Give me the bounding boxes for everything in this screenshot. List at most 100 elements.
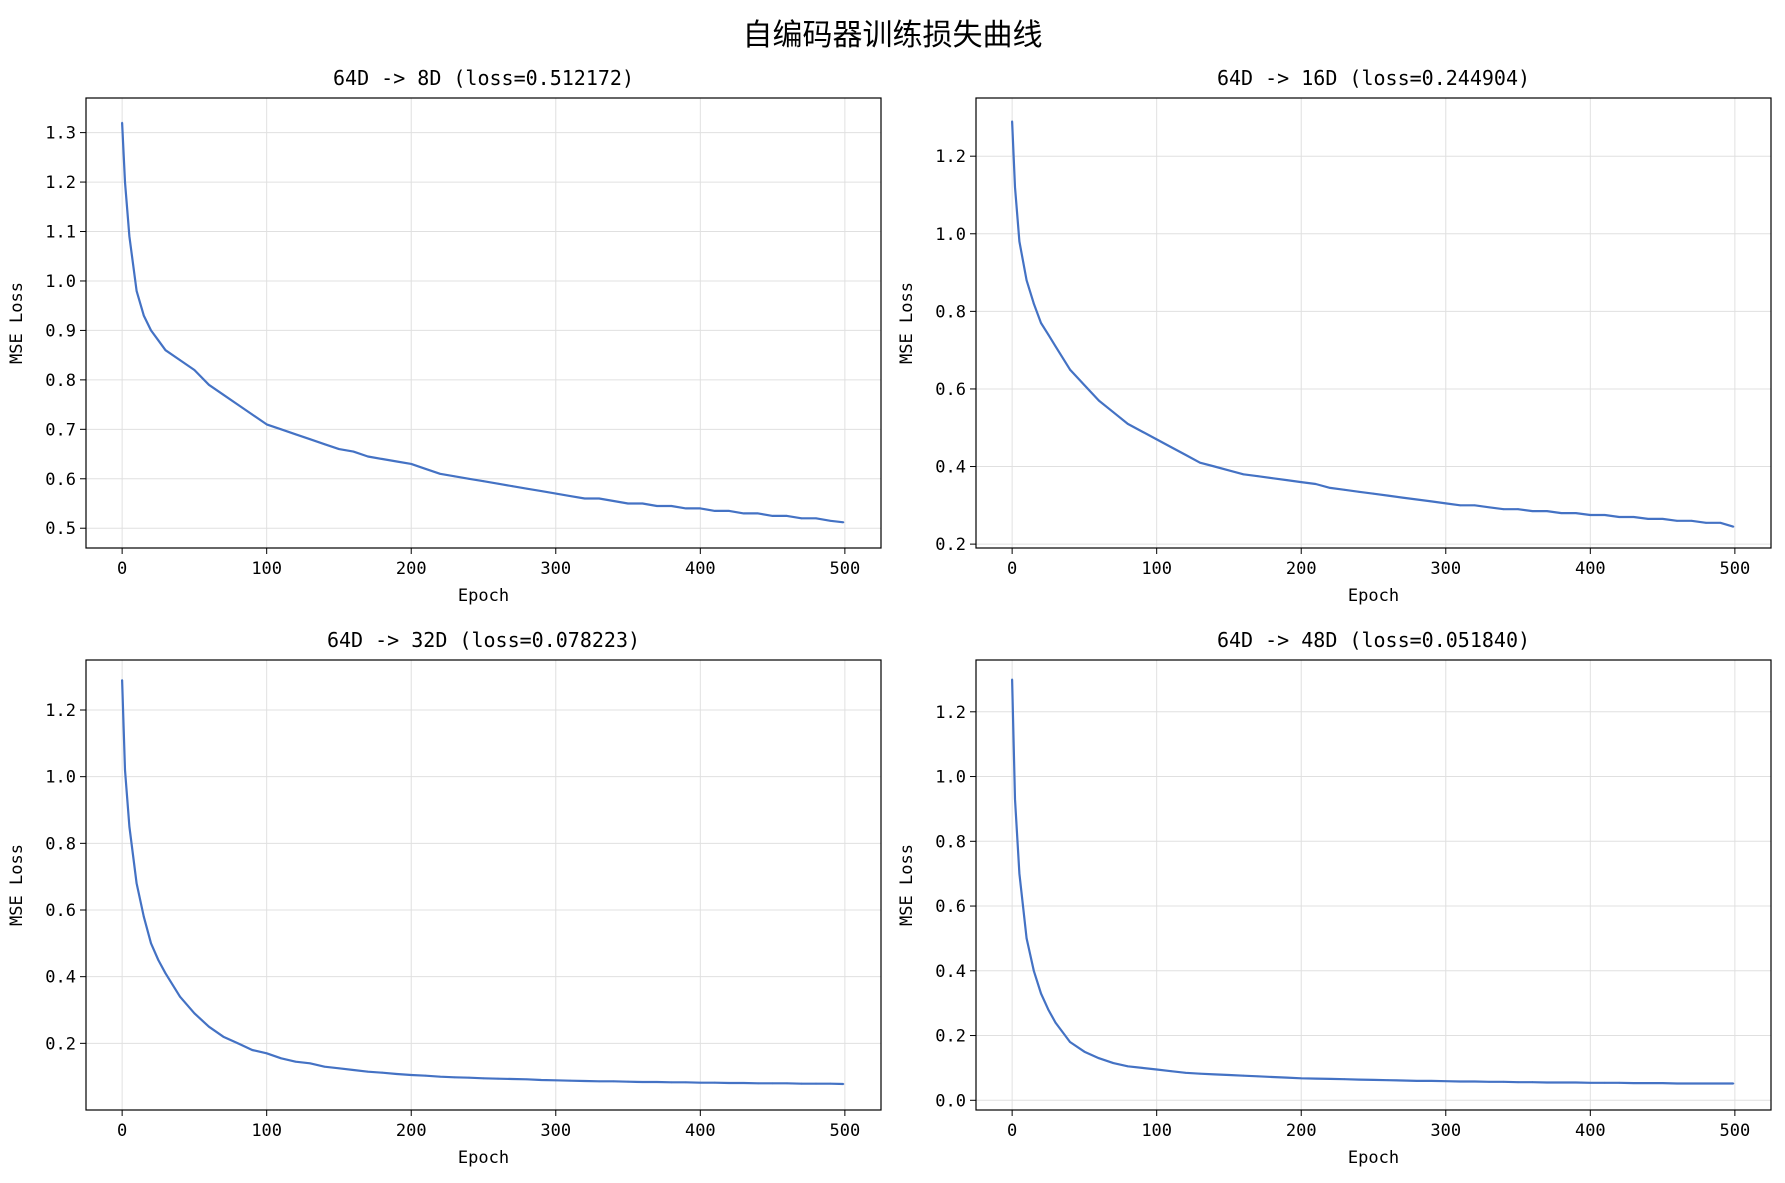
- loss-data-point: [410, 1074, 413, 1076]
- loss-data-point: [1155, 438, 1158, 441]
- loss-data-point: [1618, 1081, 1621, 1084]
- loss-data-point: [439, 472, 441, 475]
- y-tick-label: 0.4: [45, 968, 76, 988]
- loss-data-point: [150, 942, 152, 945]
- x-tick-label: 400: [1575, 1121, 1606, 1141]
- loss-series-line: [121, 679, 844, 1086]
- loss-data-point: [1387, 494, 1389, 497]
- loss-data-point: [1141, 1067, 1144, 1069]
- loss-data-point: [1632, 1082, 1635, 1084]
- loss-data-point: [656, 1081, 658, 1083]
- figure-title: 自编码器训练损失曲线: [742, 18, 1043, 53]
- loss-data-point: [497, 1077, 499, 1080]
- loss-data-point: [157, 339, 160, 342]
- y-tick-label: 1.0: [45, 272, 76, 292]
- loss-data-point: [381, 1071, 384, 1074]
- loss-data-point: [236, 403, 239, 406]
- loss-data-point: [294, 433, 297, 436]
- loss-data-point: [1155, 1068, 1158, 1071]
- loss-data-point: [208, 1025, 210, 1028]
- loss-data-point: [842, 521, 845, 524]
- loss-data-point: [410, 463, 413, 465]
- loss-data-point: [208, 383, 210, 386]
- loss-data-point: [352, 450, 355, 453]
- loss-data-point: [786, 515, 788, 517]
- loss-data-point: [381, 458, 384, 460]
- loss-data-point: [713, 510, 716, 512]
- loss-data-point: [1126, 423, 1129, 425]
- loss-data-point: [757, 1082, 759, 1085]
- loss-data-point: [1032, 969, 1035, 972]
- loss-data-point: [1459, 1080, 1462, 1083]
- loss-data-point: [583, 497, 586, 500]
- loss-data-point: [627, 1080, 629, 1083]
- loss-data-point: [713, 1081, 716, 1084]
- loss-data-point: [800, 1082, 803, 1085]
- loss-data-point: [222, 393, 225, 396]
- y-axis-label: MSE Loss: [897, 844, 917, 926]
- loss-data-point: [1632, 516, 1635, 518]
- plot-frame: [85, 659, 882, 1111]
- loss-data-point: [526, 1078, 528, 1081]
- subplot-4: 0 100 200 300 400 500 0.0 0.2 0.4 0.6 0.8 1.0 1.2 64D…: [897, 628, 1772, 1168]
- loss-data-point: [728, 1082, 731, 1084]
- subplot-title: 64D -> 48D (loss=0.051840): [1217, 628, 1530, 652]
- loss-data-point: [829, 519, 832, 522]
- loss-data-point: [1314, 483, 1317, 485]
- loss-data-point: [1705, 521, 1707, 524]
- y-tick-label: 0.4: [935, 458, 966, 478]
- loss-data-point: [482, 1077, 485, 1080]
- y-tick-label: 0.4: [935, 962, 966, 982]
- loss-data-point: [1473, 504, 1476, 507]
- loss-data-point: [829, 1082, 832, 1085]
- loss-data-point: [1025, 937, 1028, 940]
- loss-data-point: [1054, 1021, 1057, 1024]
- loss-data-point: [1112, 1062, 1115, 1064]
- x-tick-label: 300: [540, 1121, 571, 1141]
- loss-data-point: [280, 1057, 282, 1060]
- y-axis-label: MSE Loss: [7, 844, 27, 926]
- loss-data-point: [569, 1079, 572, 1082]
- loss-data-point: [771, 515, 774, 517]
- loss-data-point: [1401, 1079, 1404, 1082]
- loss-data-point: [1257, 1075, 1259, 1078]
- loss-data-point: [627, 502, 629, 505]
- x-tick-label: 0: [117, 559, 127, 579]
- loss-data-point: [395, 1073, 398, 1075]
- loss-data-point: [1430, 500, 1433, 503]
- loss-data-point: [367, 1070, 369, 1073]
- loss-data-point: [135, 290, 138, 292]
- x-tick-label: 300: [540, 559, 571, 579]
- x-tick-label: 400: [685, 1121, 716, 1141]
- loss-data-point: [1343, 1078, 1346, 1081]
- y-tick-label: 0.8: [935, 832, 966, 852]
- y-tick-label: 1.0: [935, 225, 966, 245]
- loss-data-point: [1546, 1081, 1548, 1084]
- loss-data-point: [453, 475, 456, 478]
- loss-data-point: [757, 512, 759, 515]
- loss-data-point: [742, 1082, 745, 1084]
- loss-data-point: [1690, 1082, 1693, 1085]
- loss-data-point: [323, 1065, 326, 1068]
- loss-data-point: [142, 915, 145, 918]
- loss-data-point: [554, 1079, 557, 1082]
- loss-data-point: [1531, 1081, 1534, 1084]
- loss-data-point: [251, 1049, 254, 1051]
- loss-data-point: [468, 477, 470, 480]
- subplot-title: 64D -> 16D (loss=0.244904): [1217, 66, 1530, 90]
- loss-data-point: [453, 1076, 456, 1079]
- loss-data-point: [1676, 519, 1678, 522]
- loss-data-point: [1242, 1074, 1245, 1077]
- x-tick-label: 200: [1286, 559, 1317, 579]
- loss-data-point: [128, 235, 131, 238]
- loss-data-point: [294, 1060, 297, 1063]
- loss-data-point: [1257, 475, 1259, 478]
- x-tick-label: 100: [251, 1121, 282, 1141]
- loss-data-point: [124, 769, 126, 771]
- loss-data-point: [338, 1067, 340, 1070]
- x-axis-label: Epoch: [1348, 1148, 1399, 1168]
- loss-data-point: [236, 1042, 239, 1045]
- loss-data-point: [1098, 1057, 1100, 1060]
- loss-data-point: [641, 1081, 644, 1083]
- loss-data-point: [1560, 1081, 1563, 1084]
